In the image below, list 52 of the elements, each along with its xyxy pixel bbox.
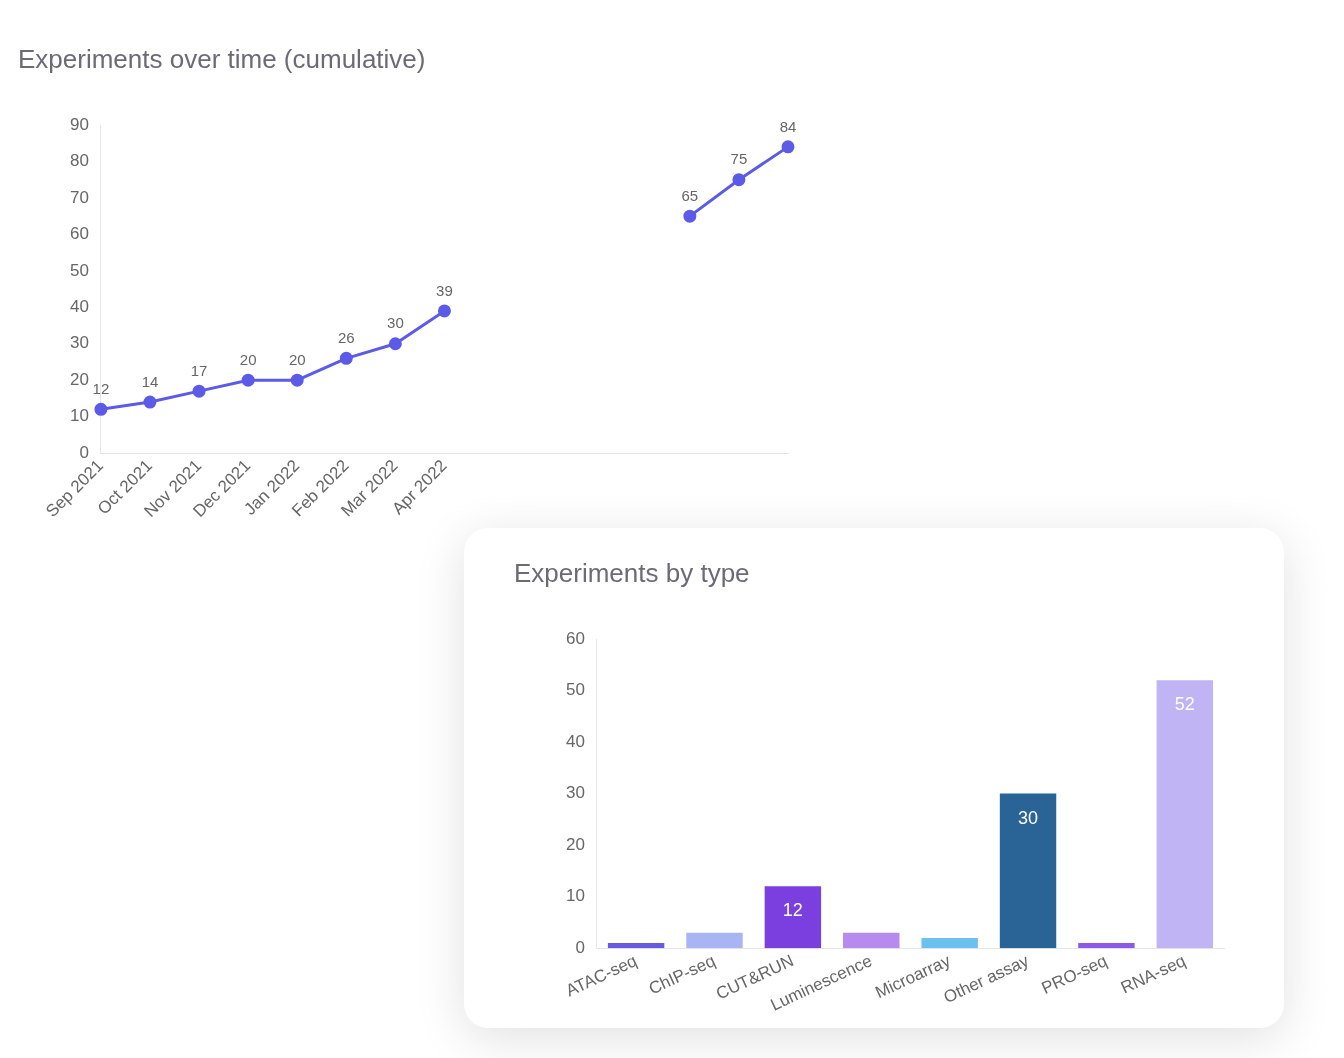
- bar: [764, 886, 822, 949]
- bar: [843, 932, 900, 949]
- data-label: 75: [730, 150, 748, 168]
- data-label: 20: [288, 350, 306, 368]
- y-tick-label: 10: [565, 886, 585, 906]
- data-label: 26: [337, 328, 355, 346]
- chart-title: Experiments over time (cumulative): [18, 44, 427, 75]
- bar: [607, 943, 665, 949]
- point: [683, 209, 697, 223]
- y-tick-label: 40: [565, 731, 585, 751]
- data-label: 12: [782, 900, 803, 921]
- point: [732, 173, 746, 187]
- y-tick-label: 20: [565, 834, 585, 854]
- data-label: 39: [436, 281, 453, 299]
- point: [781, 140, 795, 154]
- y-tick-label: 70: [69, 187, 89, 207]
- chart-title: Experiments by type: [514, 558, 751, 589]
- bar: [1078, 943, 1135, 949]
- bar: [1156, 680, 1214, 949]
- point: [388, 337, 402, 351]
- point: [241, 373, 255, 387]
- point: [94, 402, 108, 416]
- point: [437, 304, 451, 318]
- data-label: 65: [681, 186, 699, 204]
- data-label: 84: [779, 117, 797, 135]
- y-tick-label: 0: [79, 442, 89, 462]
- y-tick-label: 30: [69, 333, 89, 353]
- point: [192, 384, 206, 398]
- y-tick-label: 50: [69, 260, 89, 280]
- y-tick-label: 0: [575, 937, 585, 957]
- y-tick-label: 60: [69, 224, 89, 244]
- bar: [999, 793, 1057, 949]
- y-tick-label: 40: [69, 296, 89, 316]
- data-label: 20: [239, 350, 257, 368]
- y-tick-label: 20: [69, 369, 89, 389]
- data-label: 30: [387, 314, 404, 332]
- point: [290, 373, 304, 387]
- point: [339, 351, 353, 365]
- y-tick-label: 60: [565, 628, 585, 648]
- y-tick-label: 80: [69, 151, 89, 171]
- data-label: 30: [1018, 807, 1039, 828]
- point: [143, 395, 157, 409]
- data-label: 17: [190, 361, 208, 379]
- bar: [686, 932, 743, 949]
- y-tick-label: 50: [565, 680, 585, 700]
- y-tick-label: 90: [69, 114, 89, 134]
- data-label: 14: [141, 372, 159, 390]
- data-label: 52: [1174, 694, 1195, 715]
- y-tick-label: 30: [565, 783, 585, 803]
- y-tick-label: 10: [69, 406, 89, 426]
- data-label: 12: [92, 380, 110, 397]
- bar: [921, 937, 978, 949]
